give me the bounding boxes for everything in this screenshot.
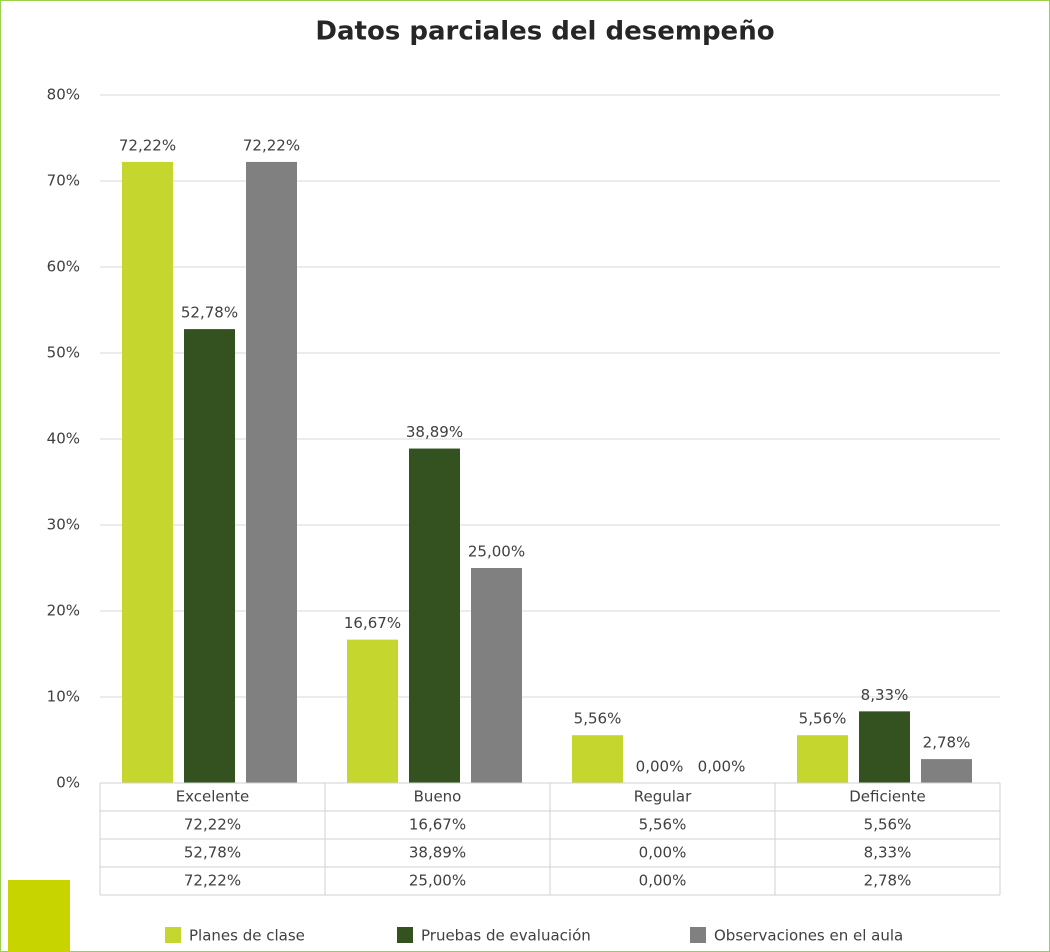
legend-label: Pruebas de evaluación bbox=[421, 927, 591, 945]
value-label: 5,56% bbox=[799, 710, 847, 728]
y-tick-label: 50% bbox=[47, 344, 80, 362]
table-cell: 0,00% bbox=[639, 872, 687, 890]
y-tick-label: 40% bbox=[47, 430, 80, 448]
x-tick-label: Deficiente bbox=[849, 788, 926, 806]
value-label: 72,22% bbox=[119, 136, 176, 154]
chart-title: Datos parciales del desempeño bbox=[315, 17, 774, 47]
value-label: 52,78% bbox=[181, 304, 238, 322]
y-tick-label: 20% bbox=[47, 602, 80, 620]
x-tick-label: Regular bbox=[634, 788, 692, 806]
value-label: 0,00% bbox=[698, 758, 746, 776]
bar bbox=[471, 568, 522, 783]
x-tick-label: Bueno bbox=[414, 788, 462, 806]
y-tick-label: 80% bbox=[47, 86, 80, 104]
table-cell: 8,33% bbox=[864, 844, 912, 862]
value-label: 25,00% bbox=[468, 543, 525, 561]
x-tick-label: Excelente bbox=[176, 788, 250, 806]
bar bbox=[122, 161, 173, 783]
value-label: 0,00% bbox=[636, 758, 684, 776]
bar bbox=[859, 711, 910, 783]
table-cell: 2,78% bbox=[864, 872, 912, 890]
value-label: 38,89% bbox=[406, 423, 463, 441]
legend-swatch bbox=[690, 927, 706, 943]
bar bbox=[572, 735, 623, 783]
legend-label: Observaciones en el aula bbox=[714, 927, 903, 945]
value-label: 5,56% bbox=[574, 710, 622, 728]
y-tick-label: 70% bbox=[47, 172, 80, 190]
value-label: 72,22% bbox=[243, 136, 300, 154]
legend-swatch bbox=[165, 927, 181, 943]
bar bbox=[409, 448, 460, 783]
value-label: 2,78% bbox=[923, 734, 971, 752]
table-cell: 16,67% bbox=[409, 816, 466, 834]
table-cell: 38,89% bbox=[409, 844, 466, 862]
table-cell: 5,56% bbox=[864, 816, 912, 834]
y-tick-label: 60% bbox=[47, 258, 80, 276]
legend-label: Planes de clase bbox=[189, 927, 305, 945]
table-cell: 25,00% bbox=[409, 872, 466, 890]
value-label: 8,33% bbox=[861, 686, 909, 704]
bar bbox=[921, 759, 972, 783]
table-cell: 72,22% bbox=[184, 872, 241, 890]
corner-block bbox=[8, 880, 70, 952]
bar bbox=[184, 329, 235, 783]
bar bbox=[797, 735, 848, 783]
table-cell: 72,22% bbox=[184, 816, 241, 834]
y-tick-label: 30% bbox=[47, 516, 80, 534]
legend-swatch bbox=[397, 927, 413, 943]
bar bbox=[347, 639, 398, 783]
value-label: 16,67% bbox=[344, 614, 401, 632]
table-cell: 52,78% bbox=[184, 844, 241, 862]
table-cell: 5,56% bbox=[639, 816, 687, 834]
y-tick-label: 0% bbox=[56, 774, 80, 792]
bar bbox=[246, 161, 297, 783]
y-tick-label: 10% bbox=[47, 688, 80, 706]
table-cell: 0,00% bbox=[639, 844, 687, 862]
